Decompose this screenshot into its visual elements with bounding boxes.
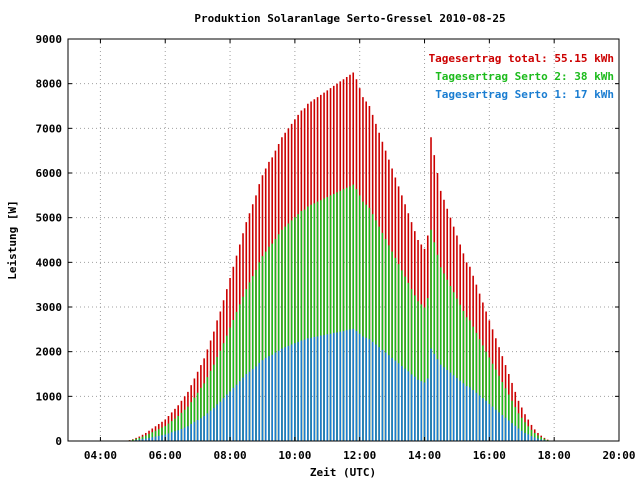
y-tick-label: 8000: [36, 78, 63, 91]
series-serto1-bars: [128, 328, 555, 441]
chart-title: Produktion Solaranlage Serto-Gressel 201…: [194, 12, 505, 25]
x-tick-label: 08:00: [213, 449, 246, 462]
legend-entry-serto2: Tagesertrag Serto 2: 38 kWh: [435, 70, 614, 83]
x-tick-label: 12:00: [343, 449, 376, 462]
legend: Tagesertrag total: 55.15 kWh Tagesertrag…: [429, 52, 614, 101]
x-tick-label: 14:00: [408, 449, 441, 462]
y-tick-label: 1000: [36, 390, 63, 403]
y-axis: 0 1000 2000 3000 4000 5000 6000 7000 8000 9000: [36, 33, 619, 448]
x-tick-label: 18:00: [538, 449, 571, 462]
x-tick-label: 04:00: [84, 449, 117, 462]
x-tick-label: 16:00: [473, 449, 506, 462]
y-tick-label: 6000: [36, 167, 63, 180]
y-tick-label: 4000: [36, 256, 63, 269]
x-tick-label: 20:00: [602, 449, 635, 462]
y-tick-label: 2000: [36, 346, 63, 359]
legend-entry-serto1: Tagesertrag Serto 1: 17 kWh: [435, 88, 614, 101]
y-axis-label: Leistung [W]: [6, 200, 19, 279]
y-tick-label: 9000: [36, 33, 63, 46]
plot-frame: [67, 38, 620, 442]
x-axis-label: Zeit (UTC): [310, 466, 376, 479]
x-tick-label: 10:00: [278, 449, 311, 462]
y-tick-label: 0: [55, 435, 62, 448]
legend-entry-total: Tagesertrag total: 55.15 kWh: [429, 52, 614, 65]
y-tick-label: 5000: [36, 212, 63, 225]
x-axis: 04:00 06:00 08:00 10:00 12:00 14:00 16:00 18:00…: [84, 39, 636, 462]
y-tick-label: 3000: [36, 301, 63, 314]
x-tick-label: 06:00: [149, 449, 182, 462]
y-tick-label: 7000: [36, 122, 63, 135]
